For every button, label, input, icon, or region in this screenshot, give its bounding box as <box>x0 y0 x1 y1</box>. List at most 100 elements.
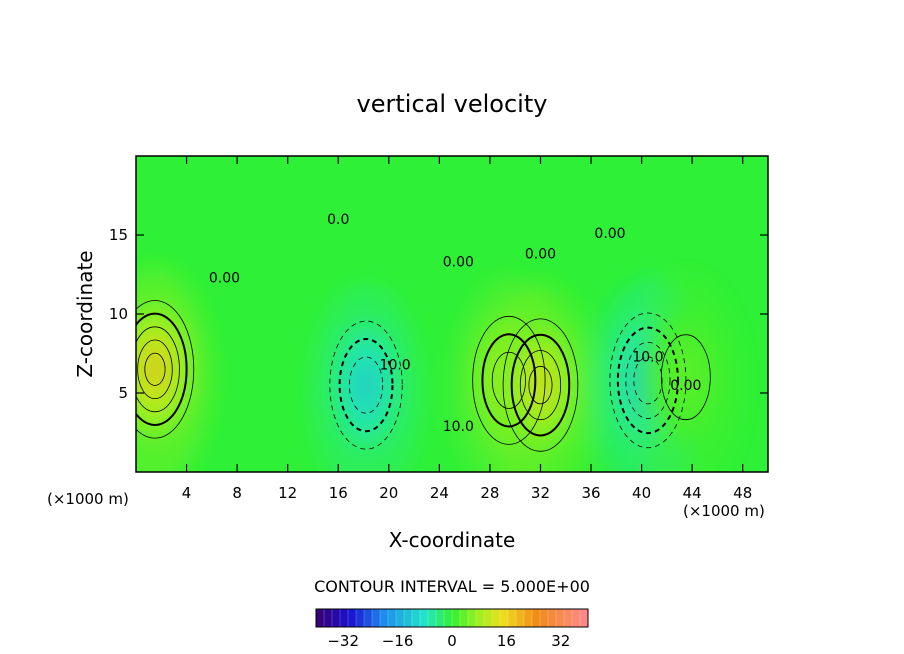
chart-title: vertical velocity <box>357 90 548 118</box>
colorbar-segment <box>428 609 437 627</box>
negative-velocity-halo <box>309 282 423 472</box>
positive-contour <box>528 365 553 405</box>
positive-contour <box>481 333 537 428</box>
x-tick-label: 20 <box>379 484 398 502</box>
colorbar-segment <box>564 609 573 627</box>
positive-contour <box>136 312 188 426</box>
colorbar-segment <box>372 609 381 627</box>
contour-labels: 0.00 0.0 0.00 0.00 0.00 10.0 10.0 10.0 0.00 <box>209 212 702 435</box>
positive-contour <box>136 300 195 439</box>
colorbar-segments <box>315 608 589 628</box>
colorbar-segment <box>460 609 469 627</box>
colorbar-segment <box>316 609 325 627</box>
colorbar-segment <box>348 609 357 627</box>
colorbar-segment <box>340 609 349 627</box>
positive-velocity-halo <box>483 282 598 472</box>
contour-value-label: 10.0 <box>632 349 663 365</box>
colorbar-segment <box>420 609 429 627</box>
contour-value-label: 10.0 <box>443 419 474 435</box>
colorbar-segment <box>412 609 421 627</box>
colorbar-segment <box>548 609 557 627</box>
y-tick-label: 15 <box>109 226 128 244</box>
contour-value-label: 0.0 <box>327 212 349 228</box>
colorbar-tick-label: 0 <box>447 632 457 650</box>
positive-velocity-halo <box>628 274 743 472</box>
colorbar-segment <box>572 609 581 627</box>
x-unit-label: (×1000 m) <box>683 502 765 520</box>
positive-contour <box>136 326 180 413</box>
colorbar-segment <box>492 609 501 627</box>
negative-contour <box>633 356 663 405</box>
contour-value-label: 0.00 <box>594 226 625 242</box>
colorbar-segment <box>484 609 493 627</box>
colorbar-ticks: −32 −16 0 16 32 <box>327 632 570 650</box>
positive-contour <box>510 333 571 437</box>
colorbar-segment <box>452 609 461 627</box>
x-tick-label: 12 <box>278 484 297 502</box>
contour-value-label: 0.00 <box>670 378 701 394</box>
positive-contour <box>491 351 526 409</box>
negative-contour <box>338 338 394 433</box>
colorbar-segment <box>468 609 477 627</box>
x-tick-label: 16 <box>329 484 348 502</box>
colorbar-tick-label: −32 <box>327 632 359 650</box>
x-axis-title: X-coordinate <box>389 528 516 552</box>
y-axis-title: Z-coordinate <box>73 250 97 377</box>
contour-interval-text: CONTOUR INTERVAL = 5.000E+00 <box>314 577 590 596</box>
x-tick-label: 4 <box>182 484 192 502</box>
contour-value-label: 0.00 <box>209 270 240 286</box>
negative-contour <box>329 320 403 450</box>
positive-velocity-halo <box>136 266 212 472</box>
x-tick-label: 24 <box>430 484 449 502</box>
positive-contour <box>519 350 562 421</box>
positive-contour <box>144 352 166 386</box>
colorbar-segment <box>380 609 389 627</box>
y-axis-ticks: 5 10 15 <box>109 226 768 402</box>
x-tick-label: 28 <box>480 484 499 502</box>
contour-value-label: 10.0 <box>380 357 411 373</box>
positive-contour <box>502 318 579 452</box>
colorbar-segment <box>332 609 341 627</box>
negative-contour <box>616 326 679 435</box>
x-tick-label: 8 <box>232 484 242 502</box>
contour-value-label: 0.00 <box>525 247 556 263</box>
negative-contour <box>625 341 671 419</box>
x-tick-label: 44 <box>683 484 702 502</box>
x-tick-label: 48 <box>733 484 752 502</box>
colorbar-segment <box>476 609 485 627</box>
positive-contour <box>137 339 173 400</box>
colorbar-segment <box>388 609 397 627</box>
y-unit-label: (×1000 m) <box>47 490 129 508</box>
positive-contour <box>472 315 546 445</box>
colorbar-tick-label: 16 <box>497 632 516 650</box>
colorbar-segment <box>580 609 589 627</box>
colorbar: −32 −16 0 16 32 <box>315 608 589 650</box>
contour-value-label: 0.00 <box>443 255 474 271</box>
colorbar-segment <box>556 609 565 627</box>
y-tick-label: 10 <box>109 305 128 323</box>
colorbar-segment <box>444 609 453 627</box>
x-axis-ticks: 4 8 12 16 20 24 28 32 36 40 44 48 <box>182 156 752 502</box>
colorbar-segment <box>516 609 525 627</box>
colorbar-segment <box>436 609 445 627</box>
colorbar-segment <box>500 609 509 627</box>
contour-lines <box>136 300 711 452</box>
negative-contour <box>609 312 687 449</box>
x-tick-label: 36 <box>581 484 600 502</box>
colorbar-segment <box>404 609 413 627</box>
colorbar-segment <box>508 609 517 627</box>
x-tick-label: 32 <box>531 484 550 502</box>
colorbar-segment <box>524 609 533 627</box>
colorbar-frame <box>315 608 589 628</box>
colorbar-segment <box>540 609 549 627</box>
y-tick-label: 5 <box>118 384 128 402</box>
colorbar-tick-label: 32 <box>551 632 570 650</box>
negative-contour <box>348 356 384 414</box>
x-tick-label: 40 <box>632 484 651 502</box>
colorbar-segment <box>356 609 365 627</box>
positive-contour <box>660 334 711 421</box>
colorbar-segment <box>532 609 541 627</box>
colorbar-segment <box>324 609 333 627</box>
